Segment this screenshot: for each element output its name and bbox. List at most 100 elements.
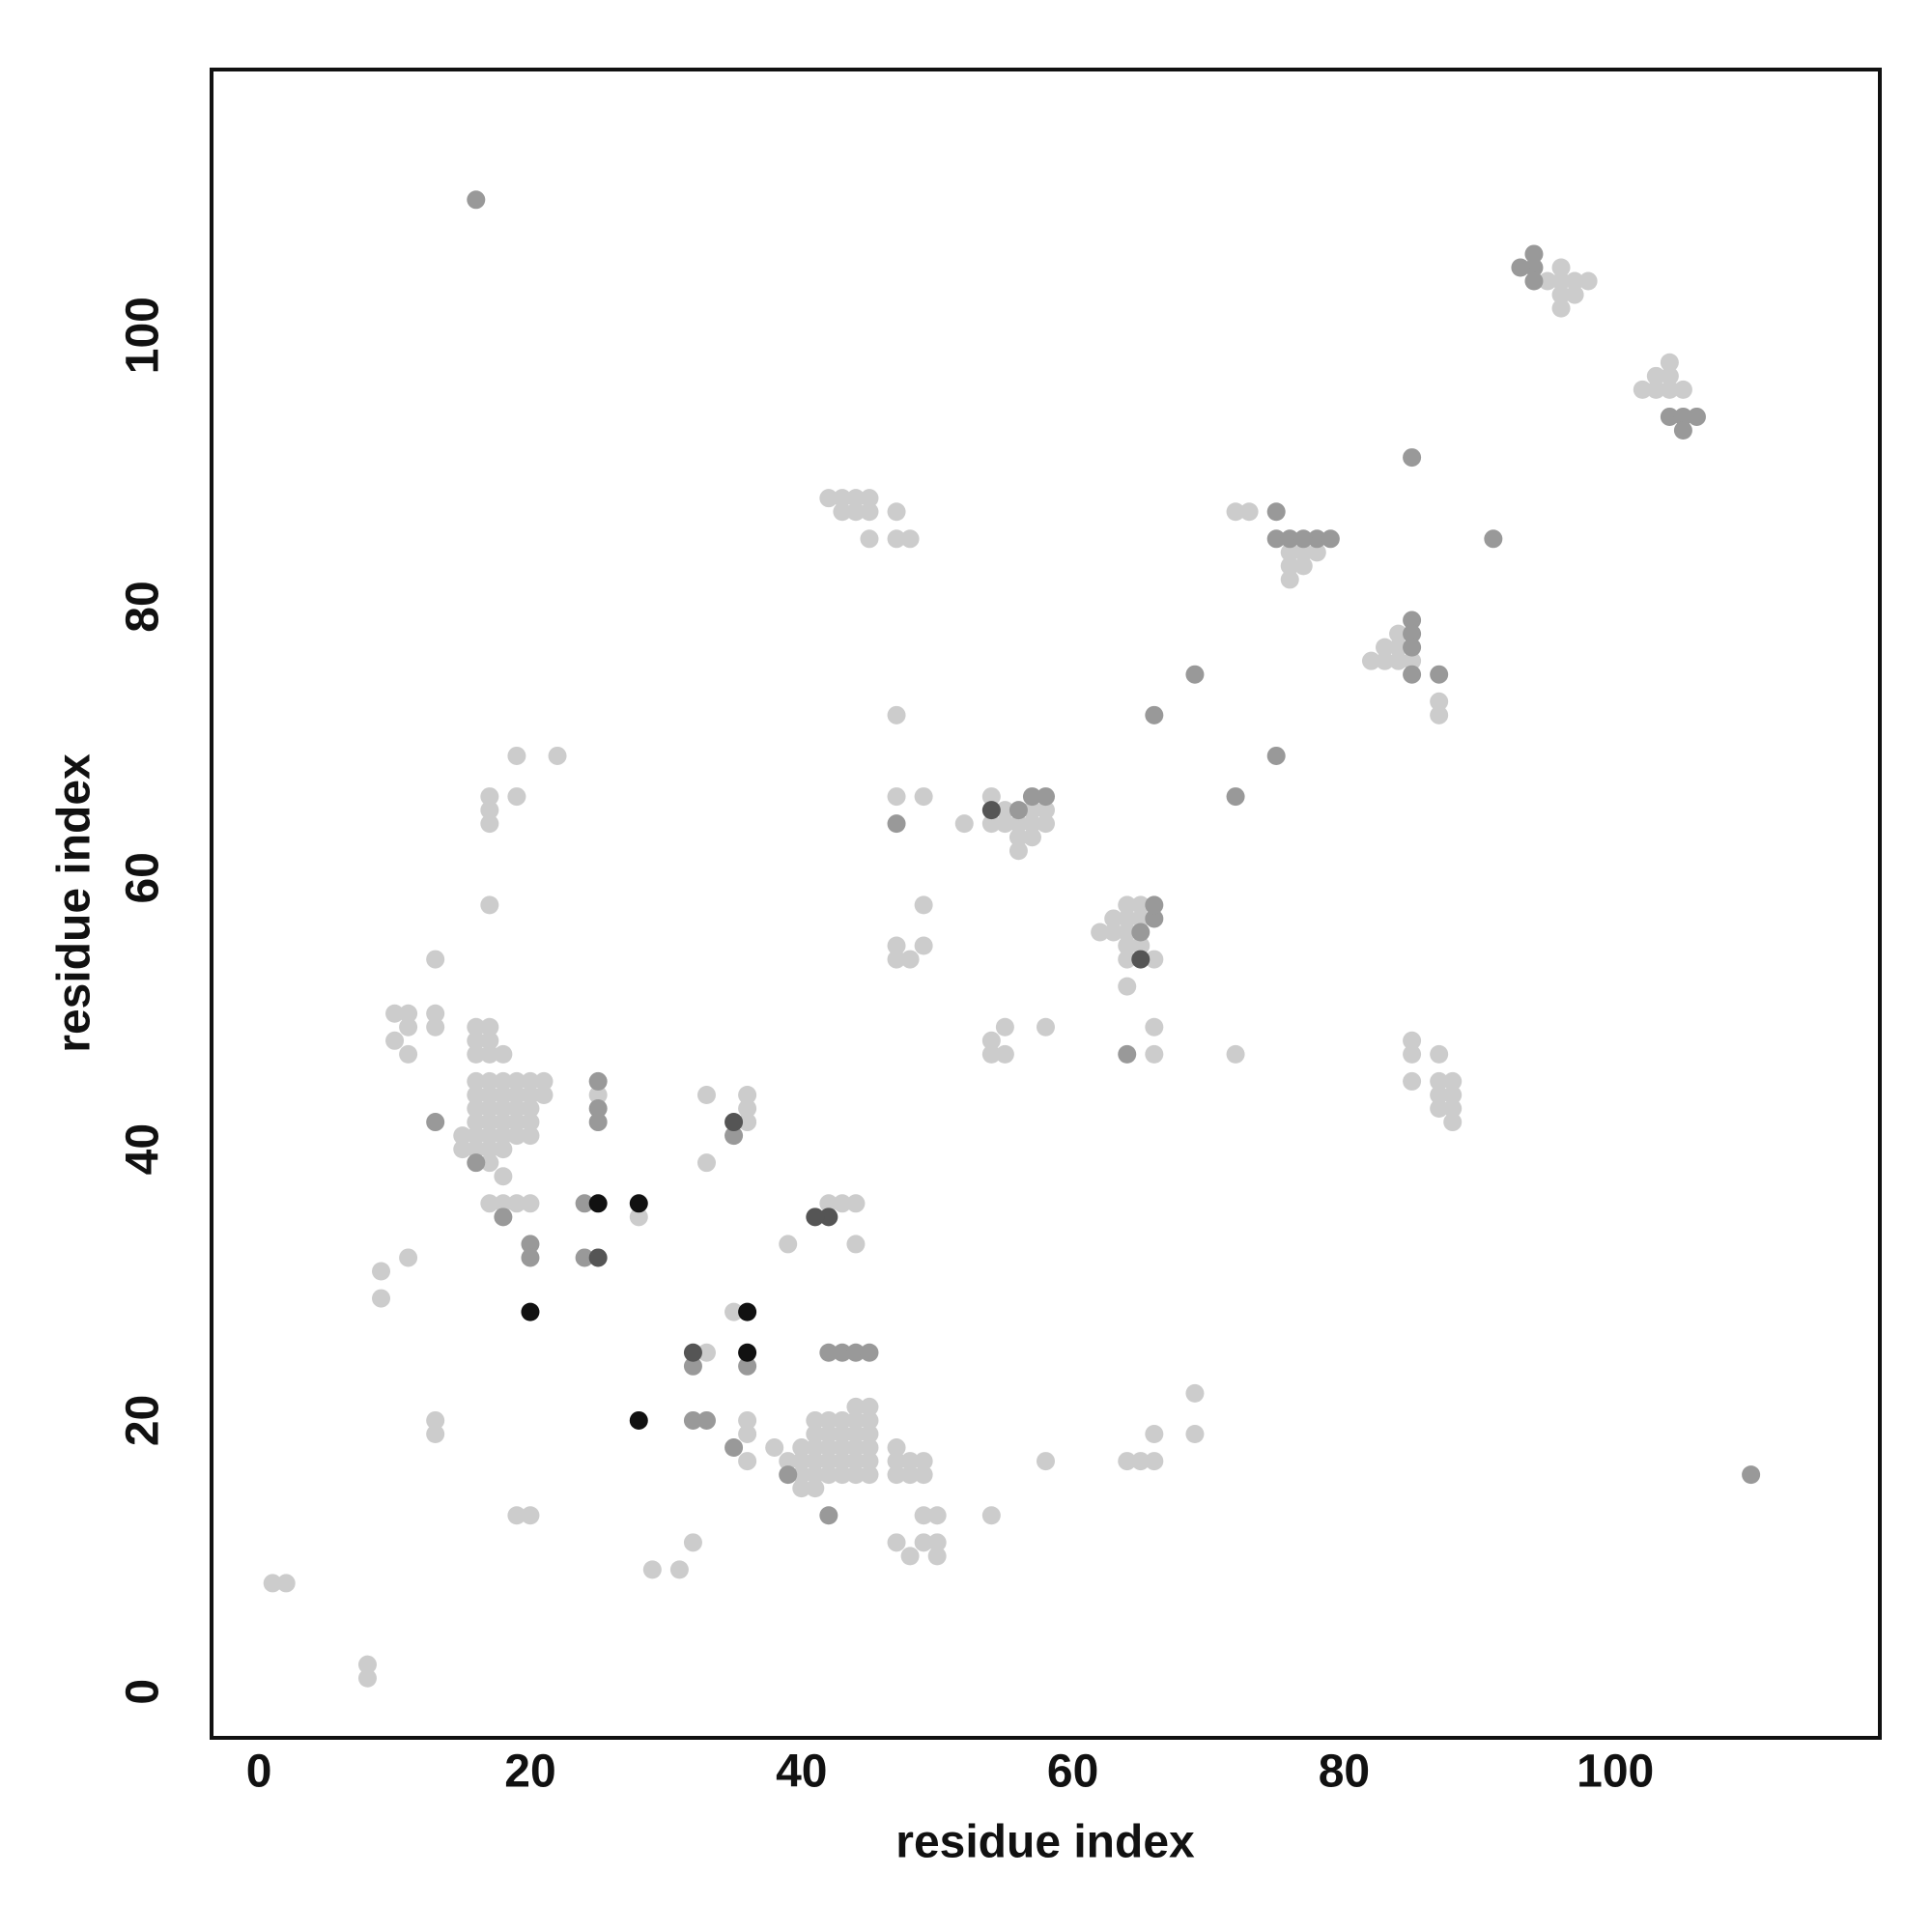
point — [426, 1424, 445, 1443]
point — [981, 814, 1001, 834]
point — [575, 1248, 594, 1267]
point — [467, 1044, 486, 1064]
point — [467, 1113, 486, 1132]
point — [1118, 1044, 1137, 1064]
point — [399, 1017, 418, 1037]
point — [819, 1465, 838, 1485]
point — [819, 1194, 838, 1213]
point — [1118, 977, 1137, 996]
point — [426, 1004, 445, 1023]
point — [494, 1140, 513, 1159]
point — [453, 1140, 472, 1159]
point — [846, 489, 866, 508]
point — [1361, 651, 1380, 670]
point — [521, 1194, 540, 1213]
point — [588, 1194, 608, 1213]
point — [521, 1248, 540, 1267]
point — [860, 1465, 879, 1485]
point — [1118, 950, 1137, 969]
point — [629, 1194, 648, 1213]
point — [724, 1113, 744, 1132]
point — [1280, 556, 1299, 576]
point — [1403, 1071, 1422, 1091]
point — [738, 1410, 757, 1430]
point — [1660, 366, 1679, 385]
point — [1022, 787, 1041, 807]
point — [1389, 624, 1408, 643]
x-tick-label: 20 — [504, 1747, 555, 1798]
point — [779, 1452, 798, 1471]
y-tick-label: 80 — [118, 581, 169, 632]
point — [819, 1452, 838, 1471]
point — [507, 787, 526, 807]
point — [914, 1452, 933, 1471]
point — [467, 190, 486, 210]
point — [1226, 502, 1245, 522]
point — [1131, 895, 1151, 915]
point — [1430, 665, 1449, 684]
point — [900, 529, 920, 549]
point — [833, 502, 852, 522]
point — [1104, 923, 1123, 942]
x-tick-label: 100 — [1577, 1747, 1654, 1798]
point — [480, 1099, 499, 1119]
plot-frame — [210, 68, 1882, 1740]
point — [1551, 298, 1571, 318]
point — [887, 529, 906, 549]
point — [426, 950, 445, 969]
point — [357, 1655, 377, 1674]
point — [1145, 950, 1164, 969]
point — [914, 1533, 933, 1552]
point — [833, 1194, 852, 1213]
point — [738, 1302, 757, 1321]
point — [494, 1126, 513, 1146]
point — [724, 1438, 744, 1458]
point — [1145, 1452, 1164, 1471]
point — [1443, 1085, 1463, 1104]
point — [588, 1085, 608, 1104]
point — [372, 1262, 391, 1281]
point — [1565, 285, 1584, 304]
point — [1633, 380, 1652, 399]
point — [507, 1113, 526, 1132]
point — [1266, 746, 1286, 765]
point — [575, 1194, 594, 1213]
point — [806, 1410, 825, 1430]
point — [534, 1071, 554, 1091]
point — [819, 1438, 838, 1458]
point — [1131, 1452, 1151, 1471]
point — [1226, 1044, 1245, 1064]
point — [1307, 543, 1326, 562]
point — [860, 502, 879, 522]
point — [480, 1126, 499, 1146]
point — [1551, 258, 1571, 277]
point — [954, 814, 974, 834]
point — [1118, 895, 1137, 915]
point — [1037, 814, 1055, 834]
point — [683, 1410, 702, 1430]
point — [399, 1004, 418, 1023]
point — [846, 1343, 866, 1362]
point — [1484, 529, 1503, 549]
point — [494, 1085, 513, 1104]
point — [860, 489, 879, 508]
point — [1376, 651, 1395, 670]
point — [467, 1099, 486, 1119]
point — [860, 1438, 879, 1458]
point — [683, 1343, 702, 1362]
point — [696, 1343, 716, 1362]
point — [914, 787, 933, 807]
point — [588, 1248, 608, 1267]
point — [453, 1126, 472, 1146]
point — [927, 1547, 947, 1566]
point — [792, 1465, 811, 1485]
point — [669, 1560, 689, 1579]
point — [806, 1208, 825, 1227]
point — [887, 1452, 906, 1471]
point — [480, 787, 499, 807]
point — [900, 1465, 920, 1485]
point — [1009, 828, 1028, 847]
point — [1280, 529, 1299, 549]
y-tick-label: 100 — [118, 297, 169, 374]
